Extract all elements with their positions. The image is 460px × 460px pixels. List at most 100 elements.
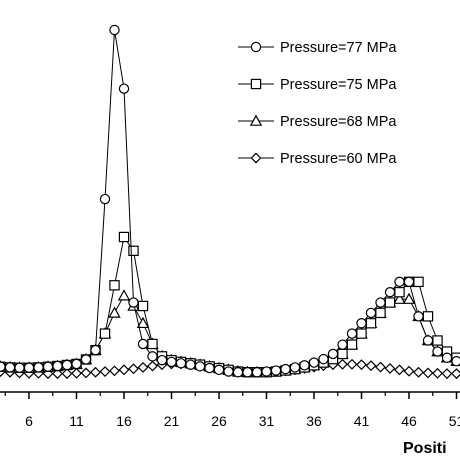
- data-point-circle: [118, 83, 130, 94]
- data-point-circle: [394, 276, 405, 288]
- data-point-circle: [251, 367, 263, 378]
- data-point-circle: [14, 362, 25, 373]
- data-point-circle: [318, 353, 329, 365]
- x-tick-label: 51: [449, 413, 460, 429]
- data-point-diamond: [413, 366, 424, 378]
- data-point-circle: [308, 357, 320, 368]
- legend-label: Pressure=77 MPa: [280, 40, 397, 56]
- data-point-diamond: [403, 365, 415, 377]
- data-point-circle: [432, 346, 443, 357]
- data-point-circle: [232, 367, 244, 378]
- series-circle: [0, 24, 460, 378]
- data-point-square: [346, 339, 358, 350]
- data-point-circle: [223, 366, 234, 377]
- data-point-diamond: [365, 360, 377, 372]
- data-point-circle: [42, 361, 54, 372]
- legend: Pressure=77 MPa Pressure=75 MPa Pressure=6…: [238, 40, 397, 167]
- data-point-triangle: [136, 316, 150, 329]
- data-point-circle: [52, 360, 63, 372]
- data-point-square: [337, 348, 348, 360]
- data-point-diamond: [432, 367, 443, 379]
- data-point-diamond: [118, 364, 130, 376]
- data-point-circle: [242, 367, 253, 378]
- data-point-circle: [147, 351, 158, 362]
- x-tick-label: 31: [259, 413, 275, 429]
- data-point-circle: [299, 360, 310, 371]
- legend-label: Pressure=60 MPa: [280, 151, 397, 167]
- x-tick-label: 36: [306, 413, 322, 429]
- data-point-square: [99, 328, 111, 339]
- data-point-square: [118, 231, 130, 243]
- data-point-square: [147, 338, 158, 350]
- plot-area: [0, 24, 460, 380]
- legend-item: Pressure=60 MPa: [238, 151, 397, 167]
- data-point-diamond: [337, 358, 348, 370]
- data-point-square: [422, 311, 434, 322]
- x-tick-label: 6: [25, 413, 33, 429]
- data-point-diamond: [71, 367, 82, 379]
- data-point-circle: [337, 339, 348, 350]
- data-point-circle: [441, 352, 453, 363]
- data-point-circle: [71, 358, 82, 370]
- data-point-diamond: [394, 364, 405, 376]
- data-point-square: [356, 328, 367, 339]
- data-point-diamond: [147, 360, 158, 372]
- x-tick-label: 26: [211, 413, 227, 429]
- data-point-diamond: [375, 361, 386, 373]
- data-point-circle: [166, 356, 177, 368]
- data-point-circle: [99, 193, 111, 205]
- data-point-diamond: [346, 358, 358, 370]
- data-point-circle: [185, 359, 196, 370]
- x-tick-label: 41: [354, 413, 370, 429]
- data-point-diamond: [384, 362, 396, 374]
- data-point-circle: [156, 354, 168, 366]
- legend-marker-diamond: [250, 152, 262, 164]
- legend-marker-circle: [250, 41, 262, 53]
- data-point-circle: [23, 362, 35, 373]
- x-axis: 6 11 16 21 26 31 36 41 46 51: [0, 391, 460, 429]
- data-point-circle: [356, 318, 367, 329]
- data-point-diamond: [109, 365, 120, 377]
- data-point-square: [365, 318, 377, 329]
- legend-marker-square: [250, 78, 262, 90]
- data-point-circle: [365, 307, 377, 319]
- data-point-circle: [128, 297, 139, 308]
- x-tick-label: 46: [401, 413, 417, 429]
- data-point-circle: [413, 311, 424, 322]
- data-point-circle: [61, 359, 73, 371]
- legend-item: Pressure=75 MPa: [238, 77, 397, 93]
- data-point-circle: [80, 354, 92, 365]
- data-point-diamond: [61, 368, 73, 380]
- data-point-square: [384, 297, 396, 308]
- x-tick-label: 21: [164, 413, 180, 429]
- legend-label: Pressure=68 MPa: [280, 114, 397, 130]
- data-point-diamond: [441, 368, 453, 380]
- data-point-circle: [175, 358, 187, 369]
- data-point-diamond: [99, 366, 111, 377]
- data-point-circle: [33, 362, 44, 373]
- series-square: [0, 231, 460, 378]
- data-point-triangle: [117, 289, 131, 301]
- data-point-circle: [204, 362, 215, 374]
- data-point-circle: [270, 365, 282, 376]
- data-point-triangle: [402, 292, 416, 304]
- data-point-square: [375, 307, 386, 319]
- x-tick-label: 11: [69, 413, 84, 429]
- data-point-square: [109, 280, 120, 291]
- data-point-circle: [451, 356, 460, 367]
- legend-label: Pressure=75 MPa: [280, 77, 397, 93]
- data-point-square: [128, 245, 139, 256]
- data-point-circle: [194, 361, 206, 372]
- data-point-circle: [4, 362, 16, 373]
- data-point-diamond: [90, 366, 101, 378]
- data-point-circle: [375, 297, 386, 308]
- data-point-circle: [0, 361, 6, 372]
- x-tick-label: 16: [116, 413, 132, 429]
- data-point-circle: [280, 363, 291, 375]
- data-point-square: [413, 276, 424, 288]
- data-point-circle: [327, 348, 339, 360]
- legend-item: Pressure=68 MPa: [238, 114, 397, 130]
- x-axis-title: Positi: [403, 440, 447, 457]
- data-point-diamond: [128, 363, 139, 375]
